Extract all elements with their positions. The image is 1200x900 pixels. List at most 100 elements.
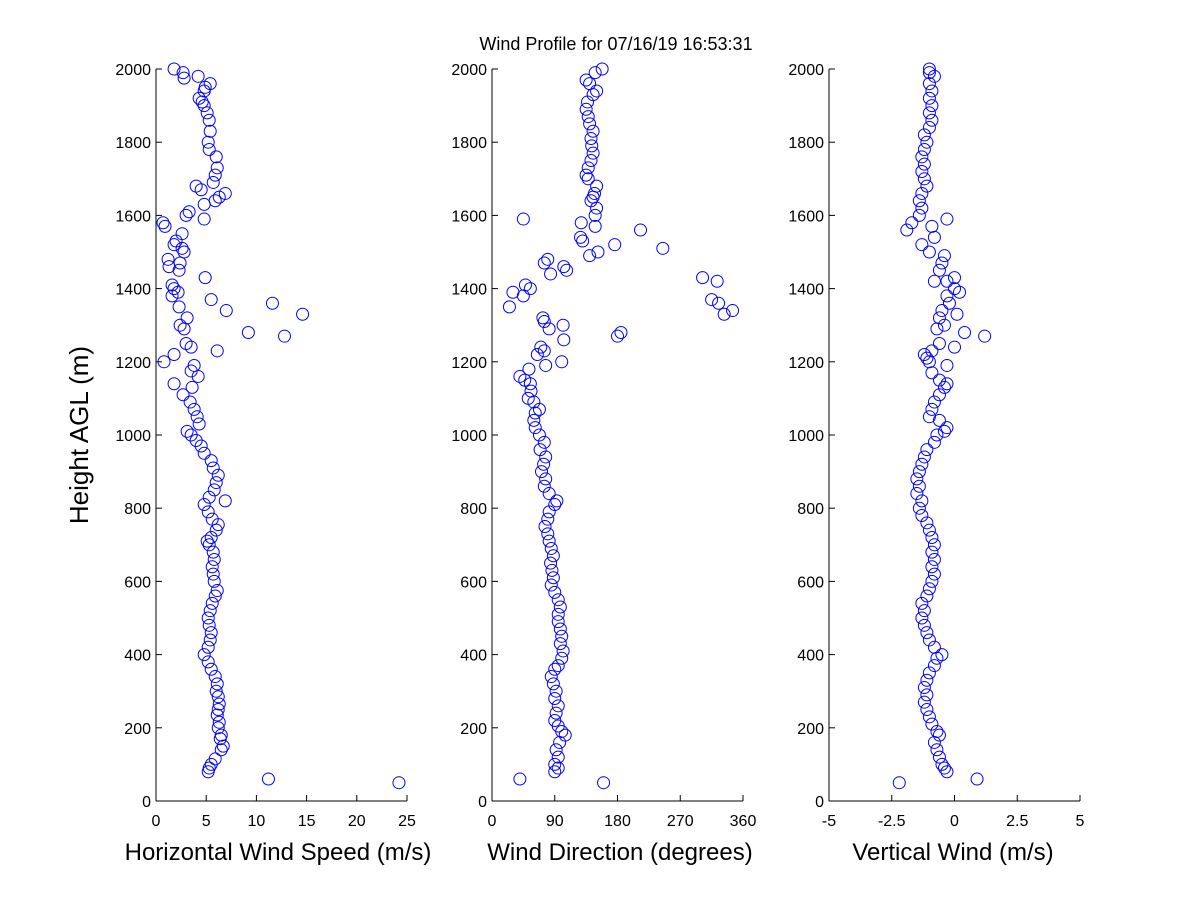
speed-data-point [202,761,216,775]
speed-data-point [204,454,218,468]
vertical-wind-data-point [922,66,936,80]
direction-x-tick-label: 0 [488,813,497,830]
speed-data-point [204,626,218,640]
vertical-wind-data-point [925,366,939,380]
vertical-wind-data-point [937,424,951,438]
vertical-wind-data-point [927,640,941,654]
direction-data-point [541,512,555,526]
vertical-wind-data-point [915,164,929,178]
direction-x-tick-label: 270 [667,813,694,830]
vertical-wind-data-point [940,421,954,435]
direction-data-point [574,230,588,244]
vertical-wind-y-tick-label: 400 [797,648,824,665]
direction-data-point [516,212,530,226]
vertical-wind-y-tick-label: 1800 [788,135,824,152]
direction-data-point [544,578,558,592]
speed-x-tick-label: 5 [202,813,211,830]
speed-data-point [187,358,201,372]
vertical-wind-data-point [917,172,931,186]
speed-data-point [177,322,191,336]
speed-data-point [202,618,216,632]
speed-data-point [198,271,212,285]
vertical-wind-data-point [922,245,936,259]
speed-data-point [202,538,216,552]
speed-data-point [173,318,187,332]
speed-y-tick-label: 600 [124,574,151,591]
direction-data-point [553,637,567,651]
vertical-wind-data-point [922,410,936,424]
direction-data-point [544,556,558,570]
speed-data-point [167,347,181,361]
speed-data-point [202,113,216,127]
vertical-wind-data-point [920,673,934,687]
vertical-wind-y-tick-label: 600 [797,574,824,591]
direction-data-point [726,304,740,318]
direction-data-point [590,179,604,193]
speed-data-point [179,208,193,222]
vertical-wind-data-point [920,443,934,457]
vertical-wind-data-point [925,560,939,574]
speed-data-point [172,263,186,277]
speed-data-point [207,483,221,497]
vertical-wind-data-point [922,710,936,724]
speed-y-tick-label: 1800 [115,135,151,152]
vertical-wind-data-point [922,62,936,76]
speed-data-point [208,752,222,766]
vertical-wind-data-point [978,329,992,343]
speed-data-point [167,282,181,296]
vertical-wind-data-point [925,530,939,544]
direction-data-point [576,234,590,248]
vertical-wind-data-point [940,212,954,226]
vertical-wind-x-tick-label: 5 [1076,813,1085,830]
speed-data-point [197,197,211,211]
vertical-wind-data-point [917,347,931,361]
direction-data-point [553,622,567,636]
speed-data-point [176,66,190,80]
speed-data-point [180,311,194,325]
direction-data-point [710,274,724,288]
direction-y-tick-label: 600 [460,574,487,591]
direction-data-point [548,498,562,512]
vertical-wind-data-point [937,249,951,263]
direction-data-point [574,216,588,230]
direction-data-point [548,662,562,676]
vertical-wind-x-tick-label: -5 [822,813,836,830]
vertical-wind-data-point [940,377,954,391]
direction-data-point [532,428,546,442]
direction-data-point [608,238,622,252]
speed-data-point [157,355,171,369]
speed-data-point [206,567,220,581]
direction-data-point [546,677,560,691]
vertical-wind-data-point [920,135,934,149]
direction-data-point [542,534,556,548]
vertical-wind-data-point [927,552,941,566]
speed-data-point [211,703,225,716]
speed-data-point [201,640,215,654]
direction-data-point [538,520,552,533]
vertical-wind-data-point [927,435,941,449]
chart-title: Wind Profile for 07/16/19 16:53:31 [479,34,752,54]
vertical-wind-data-point [917,450,931,464]
vertical-wind-y-tick-label: 1200 [788,355,824,372]
speed-panel: 0 200 400 600 800 1000 1200 1400 1600 1800 2000 0 5 1… [115,62,431,866]
direction-data-point [591,245,605,259]
vertical-wind-data-point [930,724,944,738]
vertical-wind-y-tick-label: 1000 [788,428,824,445]
direction-data-point [712,296,726,310]
vertical-wind-data-point [920,516,934,530]
vertical-wind-data-point [925,545,939,559]
direction-x-axis-label: Wind Direction (degrees) [487,839,752,866]
direction-data-point [551,659,565,673]
direction-data-point [518,278,532,292]
direction-data-point [583,249,597,263]
direction-data-point [546,549,560,563]
vertical-wind-data-point [932,728,946,742]
vertical-wind-data-point [900,223,914,237]
speed-data-point [209,684,223,698]
speed-x-tick-label: 10 [248,813,266,830]
speed-data-point [296,307,310,321]
direction-data-point [556,644,570,658]
speed-data-point [197,446,211,460]
direction-data-point [537,256,551,270]
vertical-wind-data-point [927,567,941,581]
